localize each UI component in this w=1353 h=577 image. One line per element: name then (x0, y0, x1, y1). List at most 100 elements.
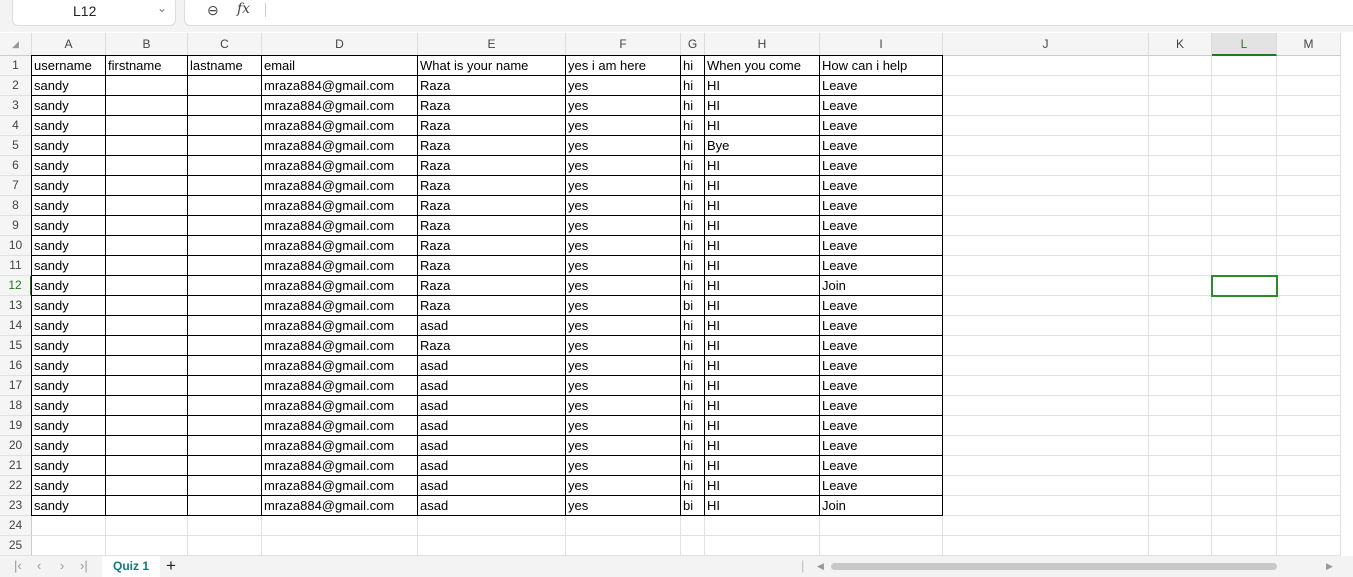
cell-C25[interactable] (188, 536, 262, 556)
cell-K19[interactable] (1149, 416, 1212, 436)
cell-I2[interactable]: Leave (819, 75, 943, 96)
column-title-cell[interactable]: lastname (187, 55, 262, 76)
cell-A19[interactable]: sandy (31, 415, 106, 436)
name-box[interactable]: L12 ⌄ (12, 0, 176, 26)
cell-L24[interactable] (1212, 516, 1277, 536)
cell-G8[interactable]: hi (680, 195, 705, 216)
cell-C12[interactable] (187, 275, 262, 296)
cell-M23[interactable] (1277, 496, 1341, 516)
cell-H9[interactable]: HI (704, 215, 820, 236)
cell-K25[interactable] (1149, 536, 1212, 556)
cell-I14[interactable]: Leave (819, 315, 943, 336)
cell-A11[interactable]: sandy (31, 255, 106, 276)
cell-J9[interactable] (943, 216, 1149, 236)
row-header-23[interactable]: 23 (0, 496, 32, 516)
horizontal-scrollbar[interactable] (831, 563, 1277, 570)
cell-L14[interactable] (1212, 316, 1277, 336)
cell-H2[interactable]: HI (704, 75, 820, 96)
cell-A18[interactable]: sandy (31, 395, 106, 416)
cell-D2[interactable]: mraza884@gmail.com (261, 75, 418, 96)
column-header-k[interactable]: K (1149, 33, 1212, 56)
cell-K10[interactable] (1149, 236, 1212, 256)
cell-A25[interactable] (32, 536, 106, 556)
cell-B24[interactable] (106, 516, 188, 536)
cell-B20[interactable] (105, 435, 188, 456)
column-header-m[interactable]: M (1277, 33, 1341, 56)
cell-K1[interactable] (1149, 56, 1212, 76)
cell-F10[interactable]: yes (565, 235, 681, 256)
cell-A6[interactable]: sandy (31, 155, 106, 176)
column-title-cell[interactable]: email (261, 55, 418, 76)
row-header-22[interactable]: 22 (0, 476, 32, 496)
cell-J1[interactable] (943, 56, 1149, 76)
cell-D14[interactable]: mraza884@gmail.com (261, 315, 418, 336)
cell-I17[interactable]: Leave (819, 375, 943, 396)
cell-J8[interactable] (943, 196, 1149, 216)
cell-F12[interactable]: yes (565, 275, 681, 296)
cell-H10[interactable]: HI (704, 235, 820, 256)
cell-A20[interactable]: sandy (31, 435, 106, 456)
cell-G6[interactable]: hi (680, 155, 705, 176)
cell-I25[interactable] (820, 536, 943, 556)
cell-K13[interactable] (1149, 296, 1212, 316)
cell-F4[interactable]: yes (565, 115, 681, 136)
cell-H3[interactable]: HI (704, 95, 820, 116)
column-header-c[interactable]: C (188, 33, 262, 56)
cell-D23[interactable]: mraza884@gmail.com (261, 495, 418, 516)
cell-D12[interactable]: mraza884@gmail.com (261, 275, 418, 296)
cell-G9[interactable]: hi (680, 215, 705, 236)
cell-A16[interactable]: sandy (31, 355, 106, 376)
cell-J19[interactable] (943, 416, 1149, 436)
cell-A4[interactable]: sandy (31, 115, 106, 136)
column-title-cell[interactable]: firstname (105, 55, 188, 76)
cell-M12[interactable] (1277, 276, 1341, 296)
cell-I4[interactable]: Leave (819, 115, 943, 136)
cell-H20[interactable]: HI (704, 435, 820, 456)
cell-K3[interactable] (1149, 96, 1212, 116)
cell-C11[interactable] (187, 255, 262, 276)
cell-F11[interactable]: yes (565, 255, 681, 276)
cell-L7[interactable] (1212, 176, 1277, 196)
row-header-11[interactable]: 11 (0, 256, 32, 276)
row-header-6[interactable]: 6 (0, 156, 32, 176)
cell-B11[interactable] (105, 255, 188, 276)
cell-F8[interactable]: yes (565, 195, 681, 216)
cell-E25[interactable] (418, 536, 566, 556)
cell-F2[interactable]: yes (565, 75, 681, 96)
cell-A8[interactable]: sandy (31, 195, 106, 216)
cell-B15[interactable] (105, 335, 188, 356)
cell-I12[interactable]: Join (819, 275, 943, 296)
cell-H12[interactable]: HI (704, 275, 820, 296)
cell-F21[interactable]: yes (565, 455, 681, 476)
cell-E3[interactable]: Raza (417, 95, 566, 116)
cell-B14[interactable] (105, 315, 188, 336)
cell-G14[interactable]: hi (680, 315, 705, 336)
cell-F23[interactable]: yes (565, 495, 681, 516)
row-header-15[interactable]: 15 (0, 336, 32, 356)
cell-L15[interactable] (1212, 336, 1277, 356)
cell-F22[interactable]: yes (565, 475, 681, 496)
cell-E5[interactable]: Raza (417, 135, 566, 156)
cell-D18[interactable]: mraza884@gmail.com (261, 395, 418, 416)
cell-A14[interactable]: sandy (31, 315, 106, 336)
cell-G25[interactable] (681, 536, 705, 556)
cell-J10[interactable] (943, 236, 1149, 256)
cell-L5[interactable] (1212, 136, 1277, 156)
cell-G4[interactable]: hi (680, 115, 705, 136)
cell-C13[interactable] (187, 295, 262, 316)
cell-J11[interactable] (943, 256, 1149, 276)
cell-C22[interactable] (187, 475, 262, 496)
cell-J16[interactable] (943, 356, 1149, 376)
cell-C2[interactable] (187, 75, 262, 96)
cell-F13[interactable]: yes (565, 295, 681, 316)
row-header-13[interactable]: 13 (0, 296, 32, 316)
cell-G17[interactable]: hi (680, 375, 705, 396)
cell-D20[interactable]: mraza884@gmail.com (261, 435, 418, 456)
cell-D8[interactable]: mraza884@gmail.com (261, 195, 418, 216)
cell-K9[interactable] (1149, 216, 1212, 236)
cell-H16[interactable]: HI (704, 355, 820, 376)
cell-K18[interactable] (1149, 396, 1212, 416)
cell-C9[interactable] (187, 215, 262, 236)
cell-E21[interactable]: asad (417, 455, 566, 476)
cell-M13[interactable] (1277, 296, 1341, 316)
